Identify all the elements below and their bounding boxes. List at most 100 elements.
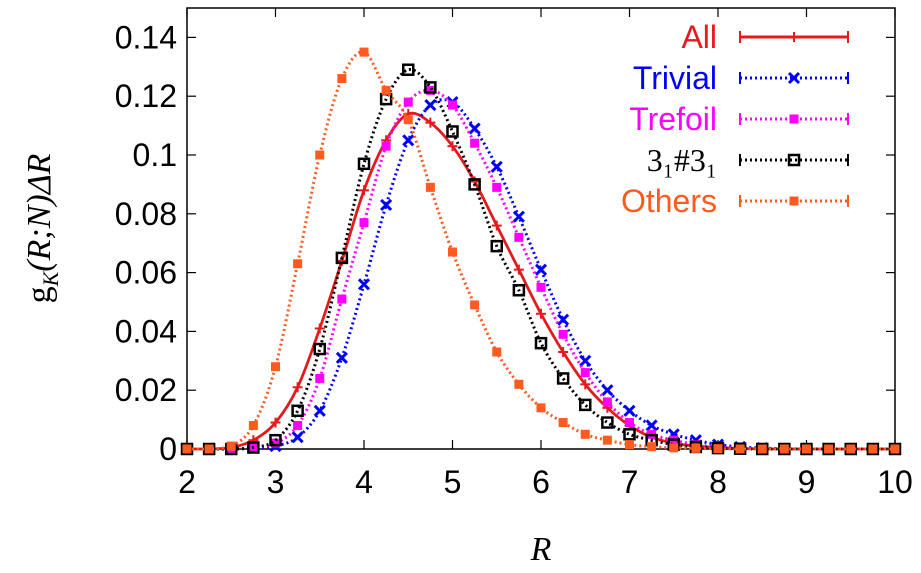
data-point — [359, 47, 369, 57]
data-point — [556, 372, 570, 385]
data-point — [868, 444, 878, 454]
legend: All Trivial Trefoil 3₁#3₁ Others — [621, 19, 849, 219]
legend-item: Trefoil — [629, 101, 849, 137]
legend-label: All — [681, 19, 717, 55]
series-layer — [180, 47, 902, 456]
x-tick-label: 3 — [267, 464, 285, 500]
data-point — [359, 218, 369, 228]
data-point — [247, 441, 260, 454]
y-tick-label: 0.06 — [115, 255, 177, 291]
data-point — [601, 384, 614, 397]
data-point — [534, 336, 548, 350]
data-point — [536, 403, 546, 413]
data-point — [446, 125, 459, 138]
x-tick-label: 10 — [877, 464, 913, 500]
y-tick-label: 0 — [159, 431, 177, 467]
series-line — [187, 50, 895, 451]
data-point — [779, 444, 789, 454]
y-tick-label: 0.12 — [115, 78, 177, 114]
data-point — [313, 404, 326, 417]
legend-item: Trivial — [633, 60, 849, 96]
x-axis-label: R — [530, 531, 552, 568]
data-point — [623, 404, 636, 417]
data-point — [514, 379, 524, 389]
data-point — [204, 444, 214, 454]
data-point — [580, 429, 590, 439]
data-point — [602, 397, 612, 407]
data-point — [226, 441, 236, 451]
data-point — [735, 444, 745, 454]
data-point — [182, 444, 192, 454]
data-point — [822, 442, 835, 456]
data-point — [579, 354, 592, 367]
data-point — [291, 431, 304, 444]
data-point — [425, 182, 435, 192]
data-point — [492, 347, 502, 357]
x-tick-label: 2 — [178, 464, 196, 500]
data-point — [789, 196, 799, 206]
data-point — [800, 442, 813, 456]
x-tick-label: 4 — [355, 464, 373, 500]
series-line — [187, 68, 895, 451]
data-point — [625, 418, 634, 428]
data-point — [269, 433, 282, 447]
data-point — [492, 182, 502, 192]
legend-item: Others — [621, 183, 849, 219]
x-tick-label: 9 — [798, 464, 816, 500]
data-point — [890, 444, 900, 454]
data-point — [846, 444, 856, 454]
legend-label: 3₁#3₁ — [647, 142, 717, 178]
y-axis-label: gK(R;N)ΔR — [21, 153, 63, 303]
data-point — [357, 157, 371, 171]
x-tick-label: 6 — [532, 464, 550, 500]
data-point — [337, 294, 347, 304]
data-point — [403, 115, 413, 125]
data-point — [558, 329, 568, 339]
data-point — [558, 418, 568, 428]
y-tick-label: 0.02 — [115, 372, 177, 408]
y-tick-label: 0.04 — [115, 313, 177, 349]
data-point — [866, 442, 880, 456]
data-point — [293, 420, 303, 430]
data-point — [824, 444, 834, 454]
data-point — [337, 74, 347, 84]
data-point — [579, 398, 592, 412]
data-point — [625, 440, 634, 450]
data-point — [490, 160, 503, 173]
data-point — [335, 351, 348, 364]
y-tick-label: 0.1 — [133, 137, 177, 173]
data-point — [448, 100, 457, 110]
data-point — [789, 114, 799, 124]
data-point — [381, 85, 391, 95]
data-point — [534, 263, 548, 276]
data-point — [424, 98, 437, 112]
data-point — [580, 368, 590, 378]
data-point — [691, 443, 701, 453]
x-tick-label: 5 — [444, 464, 462, 500]
data-point — [248, 420, 258, 430]
data-point — [315, 150, 325, 160]
legend-label: Trivial — [633, 60, 717, 96]
data-point — [512, 210, 525, 223]
data-point — [512, 283, 526, 297]
data-point — [313, 342, 326, 356]
data-point — [787, 153, 801, 167]
data-point — [468, 178, 481, 191]
y-tick-label: 0.14 — [115, 19, 177, 55]
data-point — [380, 198, 393, 212]
data-point — [470, 300, 480, 310]
data-point — [557, 313, 570, 326]
data-point — [468, 122, 481, 135]
data-point — [802, 444, 811, 454]
data-point — [271, 438, 280, 448]
data-point — [602, 435, 612, 445]
data-point — [669, 443, 679, 453]
data-point — [713, 444, 723, 454]
data-point — [514, 232, 524, 242]
data-point — [293, 259, 303, 269]
y-tick-label: 0.08 — [115, 196, 177, 232]
data-point — [470, 138, 480, 148]
legend-item: 3₁#3₁ — [647, 142, 849, 178]
data-point — [647, 442, 657, 452]
